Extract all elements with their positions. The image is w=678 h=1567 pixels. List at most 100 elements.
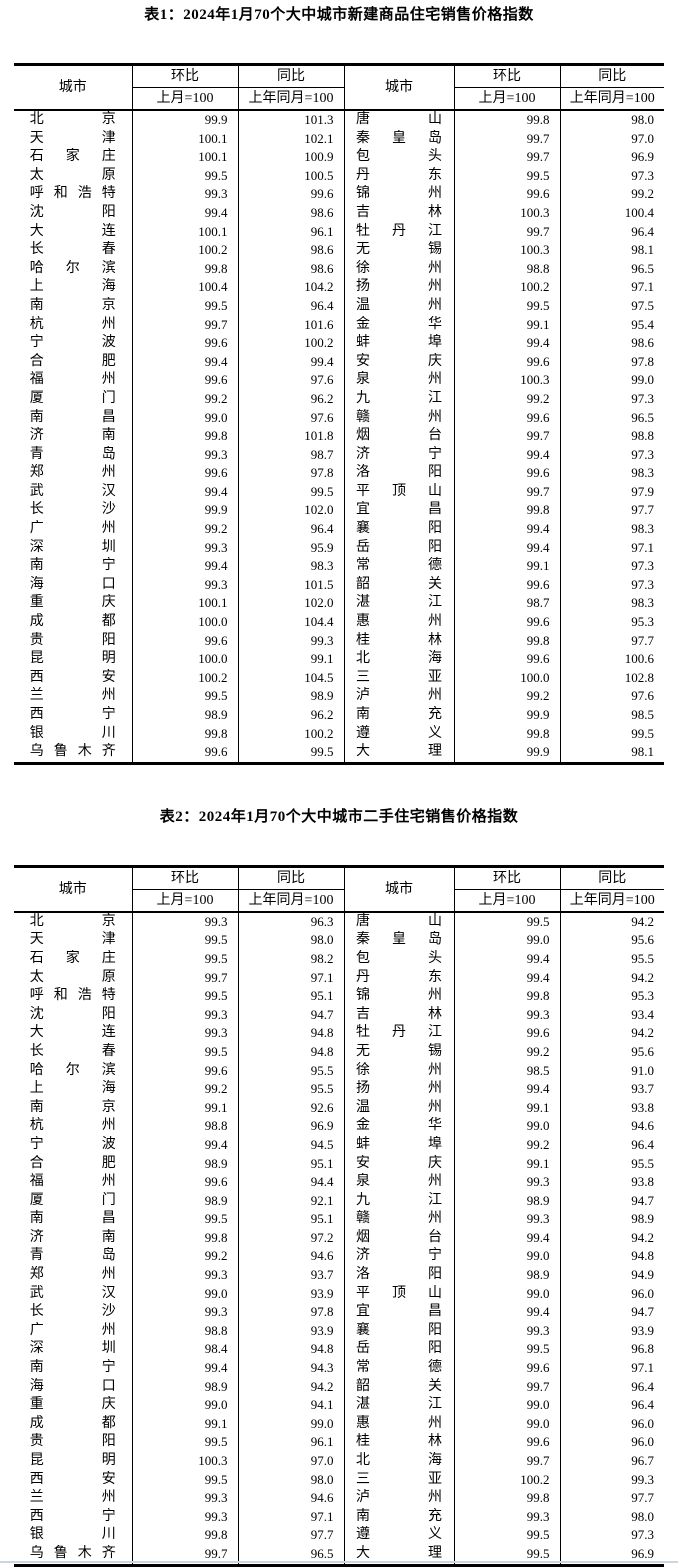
index-value-cell: 98.6 bbox=[237, 241, 344, 260]
index-value-cell: 100.2 bbox=[237, 334, 344, 353]
city-cell: 西安 bbox=[14, 669, 132, 688]
city-cell: 蚌埠 bbox=[343, 1135, 454, 1155]
city-name: 韶关 bbox=[356, 576, 442, 592]
index-value-cell: 97.8 bbox=[237, 464, 344, 483]
index-value-cell: 99.7 bbox=[131, 1544, 238, 1566]
index-value-cell: 102.8 bbox=[559, 668, 664, 688]
city-name: 南京 bbox=[29, 1099, 116, 1115]
table2-header: 城市 环比 同比 城市 环比 同比 上月=100 上年同月=100 上月=100… bbox=[14, 866, 664, 913]
index-value-cell: 97.7 bbox=[559, 1489, 664, 1508]
city-name: 长沙 bbox=[29, 502, 116, 518]
index-value-cell: 95.5 bbox=[237, 1061, 344, 1081]
city-name: 湛江 bbox=[356, 1397, 442, 1413]
header-mom-left: 环比 bbox=[131, 64, 238, 88]
index-value-cell: 99.0 bbox=[237, 1414, 344, 1434]
city-name: 锦州 bbox=[356, 186, 442, 202]
table-row: 南京 99.5 96.4 温州 99.5 97.5 bbox=[14, 296, 664, 316]
index-value-cell: 99.6 bbox=[453, 464, 560, 483]
city-name: 洛阳 bbox=[356, 1267, 442, 1283]
index-value-cell: 102.1 bbox=[237, 129, 344, 149]
city-cell: 济宁 bbox=[343, 445, 454, 465]
table-row: 哈尔滨 99.8 98.6 徐州 98.8 96.5 bbox=[14, 259, 664, 279]
index-value-cell: 100.3 bbox=[453, 371, 560, 390]
index-value-cell: 99.4 bbox=[453, 334, 560, 353]
index-value-cell: 100.2 bbox=[237, 724, 344, 744]
city-cell: 宜昌 bbox=[343, 1303, 454, 1322]
index-value-cell: 94.5 bbox=[237, 1135, 344, 1155]
city-cell: 蚌埠 bbox=[343, 334, 454, 353]
table-row: 武汉 99.0 93.9 平顶山 99.0 96.0 bbox=[14, 1284, 664, 1304]
index-value-cell: 99.5 bbox=[131, 1433, 238, 1452]
index-value-cell: 102.0 bbox=[237, 501, 344, 521]
index-value-cell: 96.7 bbox=[559, 1452, 664, 1471]
city-cell: 青岛 bbox=[14, 1247, 132, 1266]
city-name: 长春 bbox=[29, 1043, 116, 1059]
index-value-cell: 99.4 bbox=[453, 1303, 560, 1322]
index-value-cell: 99.3 bbox=[453, 1507, 560, 1527]
city-name: 呼和浩特 bbox=[29, 988, 116, 1004]
index-value-cell: 97.6 bbox=[237, 371, 344, 390]
index-value-cell: 98.5 bbox=[453, 1061, 560, 1081]
index-value-cell: 99.9 bbox=[453, 743, 560, 764]
index-value-cell: 95.3 bbox=[559, 613, 664, 632]
index-value-cell: 95.3 bbox=[559, 987, 664, 1006]
city-name: 常德 bbox=[356, 1360, 442, 1376]
city-name: 无锡 bbox=[356, 242, 442, 258]
index-value-cell: 96.4 bbox=[559, 1135, 664, 1155]
table-row: 南昌 99.0 97.6 赣州 99.6 96.5 bbox=[14, 408, 664, 428]
index-value-cell: 100.0 bbox=[131, 613, 238, 632]
index-value-cell: 99.5 bbox=[131, 296, 238, 316]
index-value-cell: 99.2 bbox=[131, 1247, 238, 1267]
table-row: 郑州 99.3 93.7 洛阳 98.9 94.9 bbox=[14, 1266, 664, 1285]
index-value-cell: 99.3 bbox=[237, 631, 344, 651]
city-cell: 上海 bbox=[14, 278, 132, 297]
table-row: 长春 99.5 94.8 无锡 99.2 95.6 bbox=[14, 1042, 664, 1062]
city-cell: 桂林 bbox=[343, 1433, 454, 1452]
index-value-cell: 99.1 bbox=[453, 315, 560, 335]
table-row: 石家庄 99.5 98.2 包头 99.4 95.5 bbox=[14, 949, 664, 969]
index-value-cell: 100.9 bbox=[237, 148, 344, 167]
table-row: 大连 99.3 94.8 牡丹江 99.6 94.2 bbox=[14, 1024, 664, 1043]
city-cell: 宁波 bbox=[14, 1136, 132, 1155]
city-cell: 丹东 bbox=[343, 166, 454, 186]
index-value-cell: 99.6 bbox=[131, 334, 238, 353]
city-cell: 太原 bbox=[14, 167, 132, 186]
city-cell: 徐州 bbox=[343, 1061, 454, 1081]
city-name: 成都 bbox=[29, 614, 116, 630]
city-name: 安庆 bbox=[356, 353, 442, 369]
city-cell: 贵阳 bbox=[14, 632, 132, 651]
city-name: 北京 bbox=[29, 112, 116, 127]
index-value-cell: 94.2 bbox=[559, 1024, 664, 1043]
index-value-cell: 99.7 bbox=[131, 315, 238, 335]
index-value-cell: 93.8 bbox=[559, 1098, 664, 1118]
table-row: 太原 99.7 97.1 丹东 99.4 94.2 bbox=[14, 968, 664, 988]
index-value-cell: 99.1 bbox=[237, 650, 344, 669]
table-row: 宁波 99.6 100.2 蚌埠 99.4 98.6 bbox=[14, 334, 664, 353]
city-cell: 郑州 bbox=[14, 1266, 132, 1285]
index-value-cell: 96.5 bbox=[559, 408, 664, 428]
city-cell: 乌鲁木齐 bbox=[14, 743, 132, 763]
table-row: 长沙 99.3 97.8 宜昌 99.4 94.7 bbox=[14, 1303, 664, 1322]
city-cell: 桂林 bbox=[343, 631, 454, 651]
table-row: 昆明 100.3 97.0 北海 99.7 96.7 bbox=[14, 1452, 664, 1471]
index-value-cell: 94.4 bbox=[237, 1173, 344, 1192]
city-name: 三亚 bbox=[356, 1471, 442, 1487]
header-yoy-base-left: 上年同月=100 bbox=[237, 889, 344, 913]
header-mom-base-left: 上月=100 bbox=[131, 889, 238, 913]
city-name: 重庆 bbox=[29, 1397, 116, 1413]
city-cell: 襄阳 bbox=[343, 1321, 454, 1341]
index-value-cell: 96.1 bbox=[237, 1433, 344, 1452]
city-cell: 天津 bbox=[14, 130, 132, 149]
index-value-cell: 98.8 bbox=[559, 427, 664, 446]
table-row: 长沙 99.9 102.0 宜昌 99.8 97.7 bbox=[14, 501, 664, 521]
city-cell: 哈尔滨 bbox=[14, 260, 132, 279]
table1-header: 城市 环比 同比 城市 环比 同比 上月=100 上年同月=100 上月=100… bbox=[14, 64, 664, 111]
header-yoy-base-right: 上年同月=100 bbox=[559, 889, 664, 913]
city-cell: 宜昌 bbox=[343, 501, 454, 521]
city-cell: 济南 bbox=[14, 1229, 132, 1248]
index-value-cell: 99.8 bbox=[453, 987, 560, 1006]
index-value-cell: 96.3 bbox=[237, 911, 344, 932]
index-value-cell: 96.5 bbox=[237, 1544, 344, 1566]
index-value-cell: 97.7 bbox=[559, 501, 664, 521]
index-value-cell: 99.2 bbox=[453, 687, 560, 706]
